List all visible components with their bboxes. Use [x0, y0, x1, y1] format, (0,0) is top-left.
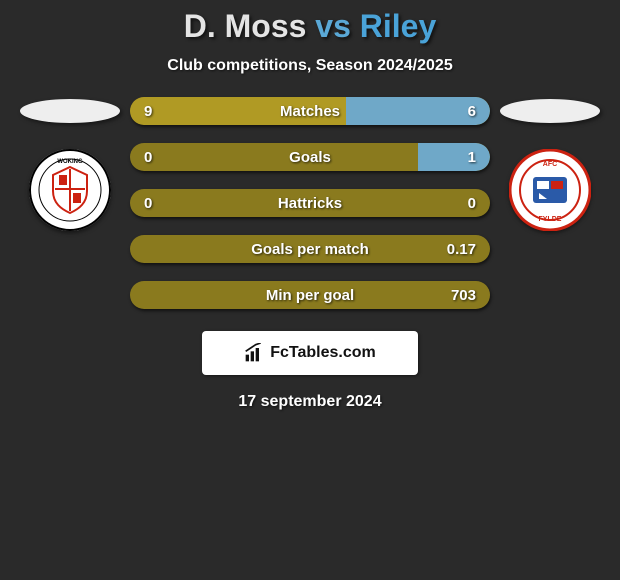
- metric-value-right: 6: [468, 97, 476, 125]
- svg-text:WOKING: WOKING: [57, 159, 83, 165]
- metric-value-right: 0.17: [447, 235, 476, 263]
- metric-value-right: 0: [468, 189, 476, 217]
- metric-label: Matches: [130, 97, 490, 125]
- metric-label: Goals: [130, 143, 490, 171]
- player2-ellipse: [500, 99, 600, 123]
- right-side-col: AFC FYLDE: [500, 97, 600, 231]
- player1-name: D. Moss: [184, 8, 307, 44]
- page-title: D. Moss vs Riley: [0, 8, 620, 45]
- metric-label: Hattricks: [130, 189, 490, 217]
- player2-name: Riley: [360, 8, 436, 44]
- player1-club-badge: WOKING: [29, 149, 111, 231]
- player2-club-badge: AFC FYLDE: [509, 149, 591, 231]
- main-row: WOKING 9Matches60Goals10Hattricks0Goals …: [0, 97, 620, 309]
- svg-text:AFC: AFC: [543, 161, 557, 168]
- comparison-card: D. Moss vs Riley Club competitions, Seas…: [0, 0, 620, 411]
- shield-icon: WOKING: [29, 149, 111, 231]
- brand-label: FcTables.com: [270, 344, 376, 362]
- metric-bar: 0Hattricks0: [130, 189, 490, 217]
- svg-text:FYLDE: FYLDE: [539, 216, 562, 223]
- player1-ellipse: [20, 99, 120, 123]
- metric-value-right: 1: [468, 143, 476, 171]
- footer-date: 17 september 2024: [0, 393, 620, 411]
- metric-bar: Goals per match0.17: [130, 235, 490, 263]
- shield-icon: AFC FYLDE: [509, 149, 591, 231]
- metric-bar: Min per goal703: [130, 281, 490, 309]
- metric-label: Min per goal: [130, 281, 490, 309]
- left-side-col: WOKING: [20, 97, 120, 231]
- metric-bar: 0Goals1: [130, 143, 490, 171]
- bar-chart-icon: [244, 343, 264, 363]
- metric-bar: 9Matches6: [130, 97, 490, 125]
- vs-label: vs: [315, 8, 351, 44]
- metric-value-right: 703: [451, 281, 476, 309]
- metrics-bars: 9Matches60Goals10Hattricks0Goals per mat…: [130, 97, 490, 309]
- metric-label: Goals per match: [130, 235, 490, 263]
- brand-card[interactable]: FcTables.com: [202, 331, 418, 375]
- subtitle: Club competitions, Season 2024/2025: [0, 57, 620, 75]
